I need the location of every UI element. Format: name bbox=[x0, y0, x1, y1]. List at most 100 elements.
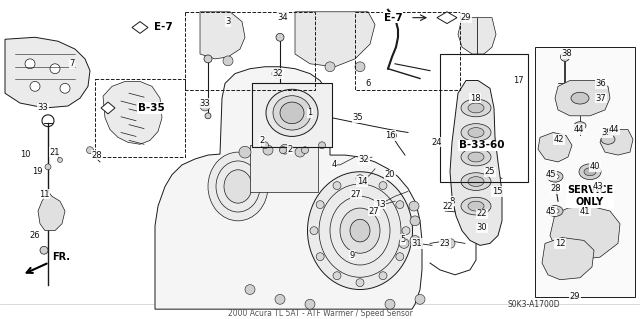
Ellipse shape bbox=[584, 168, 596, 176]
Ellipse shape bbox=[399, 239, 409, 248]
Text: 45: 45 bbox=[546, 206, 556, 216]
Bar bbox=[252, 84, 332, 147]
Text: 23: 23 bbox=[440, 239, 451, 248]
Ellipse shape bbox=[273, 96, 311, 130]
Ellipse shape bbox=[571, 92, 589, 104]
Text: SERVICE
ONLY: SERVICE ONLY bbox=[567, 185, 613, 207]
Text: 2: 2 bbox=[287, 145, 292, 154]
Bar bbox=[185, 12, 315, 90]
Text: 28: 28 bbox=[550, 184, 561, 193]
Bar bbox=[252, 84, 332, 147]
Text: 16: 16 bbox=[385, 131, 396, 140]
Ellipse shape bbox=[385, 299, 395, 309]
Text: 15: 15 bbox=[492, 187, 502, 196]
Ellipse shape bbox=[280, 102, 304, 124]
Ellipse shape bbox=[461, 124, 491, 141]
Polygon shape bbox=[101, 102, 115, 114]
Ellipse shape bbox=[410, 235, 420, 245]
Ellipse shape bbox=[276, 33, 284, 41]
Text: 17: 17 bbox=[513, 76, 524, 85]
Text: 18: 18 bbox=[470, 94, 480, 103]
Ellipse shape bbox=[45, 164, 51, 170]
Bar bbox=[95, 78, 185, 157]
Text: 41: 41 bbox=[580, 206, 590, 216]
Text: 11: 11 bbox=[39, 190, 49, 199]
Text: 19: 19 bbox=[32, 167, 42, 176]
Text: 30: 30 bbox=[477, 223, 487, 232]
Ellipse shape bbox=[379, 182, 387, 189]
Text: 14: 14 bbox=[356, 177, 367, 186]
Ellipse shape bbox=[390, 132, 397, 139]
Text: 29: 29 bbox=[461, 13, 471, 22]
Ellipse shape bbox=[402, 227, 410, 234]
Polygon shape bbox=[132, 22, 148, 33]
Text: 13: 13 bbox=[374, 200, 385, 209]
Text: 45: 45 bbox=[546, 170, 556, 179]
Ellipse shape bbox=[468, 128, 484, 137]
Ellipse shape bbox=[355, 62, 365, 72]
Polygon shape bbox=[295, 12, 375, 67]
Polygon shape bbox=[5, 37, 90, 108]
Text: 33: 33 bbox=[200, 99, 211, 108]
Ellipse shape bbox=[552, 183, 559, 190]
Ellipse shape bbox=[204, 55, 212, 63]
Ellipse shape bbox=[574, 122, 586, 130]
Text: 22: 22 bbox=[477, 210, 487, 219]
Text: 5: 5 bbox=[401, 235, 406, 244]
Text: 7: 7 bbox=[69, 59, 75, 68]
Text: 36: 36 bbox=[596, 79, 606, 88]
Ellipse shape bbox=[396, 201, 404, 209]
Text: 39: 39 bbox=[602, 128, 612, 137]
Ellipse shape bbox=[468, 103, 484, 113]
Polygon shape bbox=[550, 206, 620, 260]
Text: 6: 6 bbox=[365, 79, 371, 88]
Bar bbox=[440, 54, 528, 182]
Ellipse shape bbox=[239, 146, 251, 158]
Text: 26: 26 bbox=[29, 231, 40, 240]
Ellipse shape bbox=[40, 246, 48, 254]
Text: 38: 38 bbox=[562, 49, 572, 58]
Text: 1: 1 bbox=[307, 108, 312, 117]
Ellipse shape bbox=[245, 285, 255, 294]
Ellipse shape bbox=[333, 182, 341, 189]
Ellipse shape bbox=[50, 64, 60, 74]
Text: 12: 12 bbox=[555, 239, 565, 248]
Ellipse shape bbox=[58, 158, 63, 162]
Text: 21: 21 bbox=[50, 148, 60, 157]
Ellipse shape bbox=[581, 188, 599, 201]
Text: 22: 22 bbox=[443, 202, 453, 211]
Ellipse shape bbox=[316, 201, 324, 209]
Text: 27: 27 bbox=[351, 190, 362, 199]
Text: 44: 44 bbox=[609, 125, 620, 134]
Text: 28: 28 bbox=[92, 151, 102, 160]
Text: 10: 10 bbox=[20, 150, 30, 159]
Text: 44: 44 bbox=[573, 125, 584, 134]
Ellipse shape bbox=[333, 272, 341, 280]
Ellipse shape bbox=[200, 101, 210, 111]
Ellipse shape bbox=[60, 84, 70, 93]
Text: 2: 2 bbox=[259, 136, 264, 145]
Text: B-33-60: B-33-60 bbox=[459, 140, 504, 150]
Text: 9: 9 bbox=[349, 251, 355, 260]
Polygon shape bbox=[155, 67, 422, 309]
Ellipse shape bbox=[307, 172, 413, 290]
Ellipse shape bbox=[350, 219, 370, 242]
Polygon shape bbox=[555, 80, 610, 116]
Ellipse shape bbox=[356, 175, 364, 182]
Ellipse shape bbox=[561, 53, 570, 61]
Text: 2000 Acura TL 5AT - ATF Warmer / Speed Sensor: 2000 Acura TL 5AT - ATF Warmer / Speed S… bbox=[228, 309, 412, 318]
Ellipse shape bbox=[551, 174, 559, 179]
Ellipse shape bbox=[396, 253, 404, 261]
Ellipse shape bbox=[310, 227, 318, 234]
Polygon shape bbox=[437, 12, 457, 24]
Bar bbox=[355, 12, 460, 90]
Text: 43: 43 bbox=[593, 182, 604, 191]
Text: 37: 37 bbox=[596, 94, 606, 103]
Ellipse shape bbox=[262, 142, 269, 149]
Ellipse shape bbox=[461, 197, 491, 215]
Ellipse shape bbox=[223, 56, 233, 66]
Text: S0K3-A1700D: S0K3-A1700D bbox=[508, 300, 561, 309]
Polygon shape bbox=[538, 132, 572, 162]
Ellipse shape bbox=[547, 206, 563, 216]
Text: 3: 3 bbox=[225, 17, 230, 26]
